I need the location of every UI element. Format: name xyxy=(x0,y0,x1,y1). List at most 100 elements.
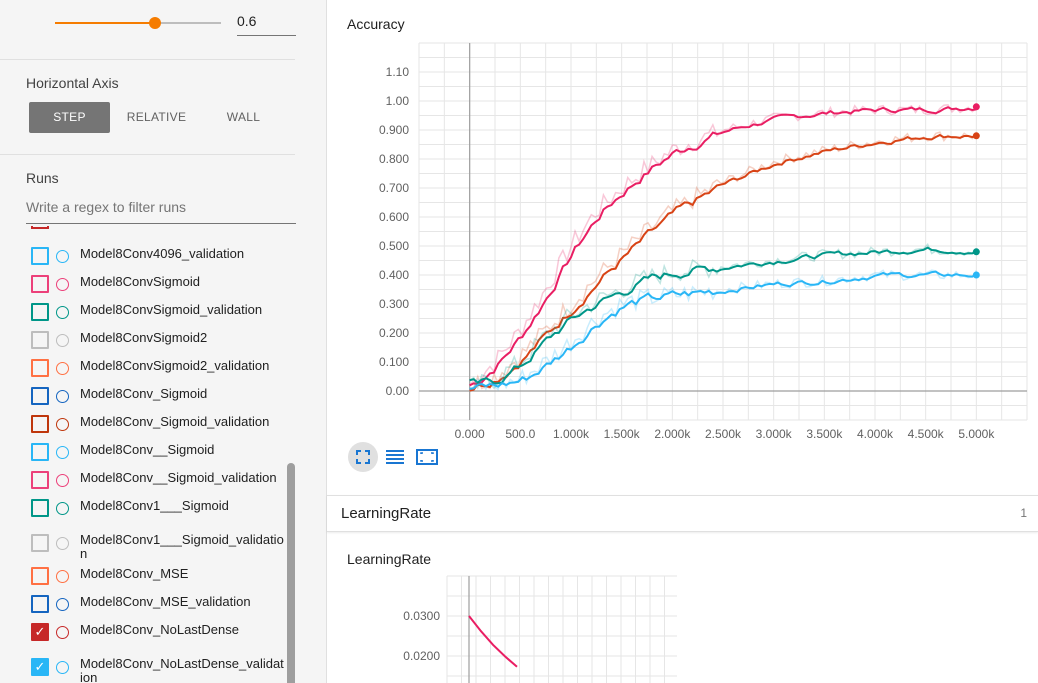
smoothing-slider-fill xyxy=(55,22,155,24)
run-checkbox[interactable] xyxy=(31,415,49,433)
group-title: LearningRate xyxy=(341,505,432,522)
run-checkbox[interactable] xyxy=(31,534,49,552)
run-checkbox[interactable] xyxy=(31,275,49,293)
raw-series-line xyxy=(469,243,977,390)
run-color-circle[interactable] xyxy=(56,626,69,639)
axis-wall-button[interactable]: WALL xyxy=(226,110,261,124)
y-tick-label: 0.00 xyxy=(386,384,410,398)
run-color-circle[interactable] xyxy=(56,598,69,611)
horizontal-axis-title: Horizontal Axis xyxy=(26,75,119,91)
run-label: Model8ConvSigmoid2 xyxy=(80,330,208,345)
run-label: Model8Conv_MSE_validation xyxy=(80,594,251,609)
lr-chart-title: LearningRate xyxy=(347,551,432,567)
runs-scrollbar[interactable] xyxy=(287,463,295,683)
series-line xyxy=(468,615,518,668)
runs-list: Model8Conv4096_validation Model8ConvSigmo… xyxy=(0,226,296,683)
series-line xyxy=(469,246,977,385)
run-checkbox[interactable] xyxy=(31,247,49,265)
y-tick-label: 0.0200 xyxy=(403,649,440,663)
axis-step-button[interactable]: STEP xyxy=(29,102,110,133)
y-tick-label: 0.500 xyxy=(379,239,409,253)
run-checkbox[interactable] xyxy=(31,359,49,377)
run-label: Model8ConvSigmoid2_validation xyxy=(80,358,270,373)
run-color-circle[interactable] xyxy=(56,570,69,583)
run-label: Model8Conv1___Sigmoid xyxy=(80,498,229,513)
accuracy-chart-title: Accuracy xyxy=(347,16,405,32)
series-end-point xyxy=(972,132,980,140)
x-tick-label: 3.000k xyxy=(756,427,793,440)
smoothing-slider[interactable] xyxy=(55,17,221,29)
x-tick-label: 2.000k xyxy=(654,427,691,440)
y-tick-label: 0.0300 xyxy=(403,609,440,623)
run-color-circle[interactable] xyxy=(56,661,69,674)
run-color-circle[interactable] xyxy=(56,474,69,487)
run-checkbox[interactable]: ✓ xyxy=(31,658,49,676)
run-color-circle[interactable] xyxy=(56,537,69,550)
run-checkbox[interactable] xyxy=(31,595,49,613)
y-tick-label: 0.200 xyxy=(379,326,409,340)
run-checkbox[interactable] xyxy=(31,303,49,321)
y-tick-label: 0.100 xyxy=(379,355,409,369)
runs-title: Runs xyxy=(26,170,59,186)
y-tick-label: 0.700 xyxy=(379,181,409,195)
x-tick-label: 5.000k xyxy=(958,427,995,440)
run-checkbox[interactable] xyxy=(31,471,49,489)
y-tick-label: 0.300 xyxy=(379,297,409,311)
fullscreen-icon xyxy=(356,450,370,464)
run-color-circle[interactable] xyxy=(56,278,69,291)
expand-chart-button[interactable] xyxy=(348,442,378,472)
run-color-circle[interactable] xyxy=(56,446,69,459)
run-label: Model8Conv_MSE xyxy=(80,566,189,581)
run-label: Model8Conv__Sigmoid xyxy=(80,442,215,457)
x-tick-label: 4.500k xyxy=(908,427,945,440)
run-label: Model8Conv_Sigmoid_validation xyxy=(80,414,270,429)
run-label: Model8Conv_NoLastDense xyxy=(80,622,239,637)
runs-filter-input[interactable]: Write a regex to filter runs xyxy=(26,199,296,224)
divider xyxy=(0,59,295,60)
smoothing-slider-thumb[interactable] xyxy=(148,17,161,29)
axis-relative-button[interactable]: RELATIVE xyxy=(126,110,187,124)
y-tick-label: 0.900 xyxy=(379,123,409,137)
raw-series-line xyxy=(469,104,977,387)
main-panel: Accuracy 0.00 0.100 0.200 0.300 0.400 0.500 0.… xyxy=(327,0,1038,683)
run-checkbox[interactable] xyxy=(31,499,49,517)
toggle-log-scale-button[interactable] xyxy=(380,442,410,472)
partial-run-checkbox xyxy=(31,226,49,229)
y-tick-label: 0.800 xyxy=(379,152,409,166)
series-line xyxy=(469,270,977,390)
run-label: Model8ConvSigmoid xyxy=(80,274,200,289)
run-color-circle[interactable] xyxy=(56,334,69,347)
x-tick-label: 3.500k xyxy=(806,427,843,440)
smoothing-value-input[interactable]: 0.6 xyxy=(237,13,296,36)
series-line xyxy=(469,106,977,387)
run-checkbox[interactable] xyxy=(31,331,49,349)
accuracy-chart[interactable]: 0.00 0.100 0.200 0.300 0.400 0.500 0.600 0.700 0… xyxy=(327,0,1038,440)
x-tick-label: 2.500k xyxy=(705,427,742,440)
learningrate-chart[interactable]: 0.0300 0.0200 xyxy=(327,533,1038,683)
group-count: 1 xyxy=(1020,506,1027,520)
learningrate-group-header[interactable]: LearningRate 1 xyxy=(327,495,1038,532)
run-checkbox[interactable] xyxy=(31,443,49,461)
series-end-point xyxy=(972,271,980,279)
fit-domain-button[interactable] xyxy=(412,442,442,472)
x-tick-label: 0.000 xyxy=(455,427,485,440)
y-tick-label: 1.00 xyxy=(386,94,410,108)
run-label: Model8Conv1___Sigmoid_validation xyxy=(80,532,284,561)
run-label: Model8ConvSigmoid_validation xyxy=(80,302,263,317)
run-color-circle[interactable] xyxy=(56,418,69,431)
run-label: Model8Conv_Sigmoid xyxy=(80,386,208,401)
run-color-circle[interactable] xyxy=(56,362,69,375)
x-tick-label: 500.0 xyxy=(505,427,535,440)
run-color-circle[interactable] xyxy=(56,390,69,403)
run-checkbox[interactable] xyxy=(31,567,49,585)
run-color-circle[interactable] xyxy=(56,250,69,263)
y-tick-label: 1.10 xyxy=(386,65,410,79)
lines-icon xyxy=(386,450,404,464)
run-color-circle[interactable] xyxy=(56,306,69,319)
run-checkbox[interactable]: ✓ xyxy=(31,623,49,641)
run-color-circle[interactable] xyxy=(56,502,69,515)
run-label: Model8Conv__Sigmoid_validation xyxy=(80,470,277,485)
divider xyxy=(0,154,295,155)
run-checkbox[interactable] xyxy=(31,387,49,405)
x-tick-label: 1.000k xyxy=(553,427,590,440)
